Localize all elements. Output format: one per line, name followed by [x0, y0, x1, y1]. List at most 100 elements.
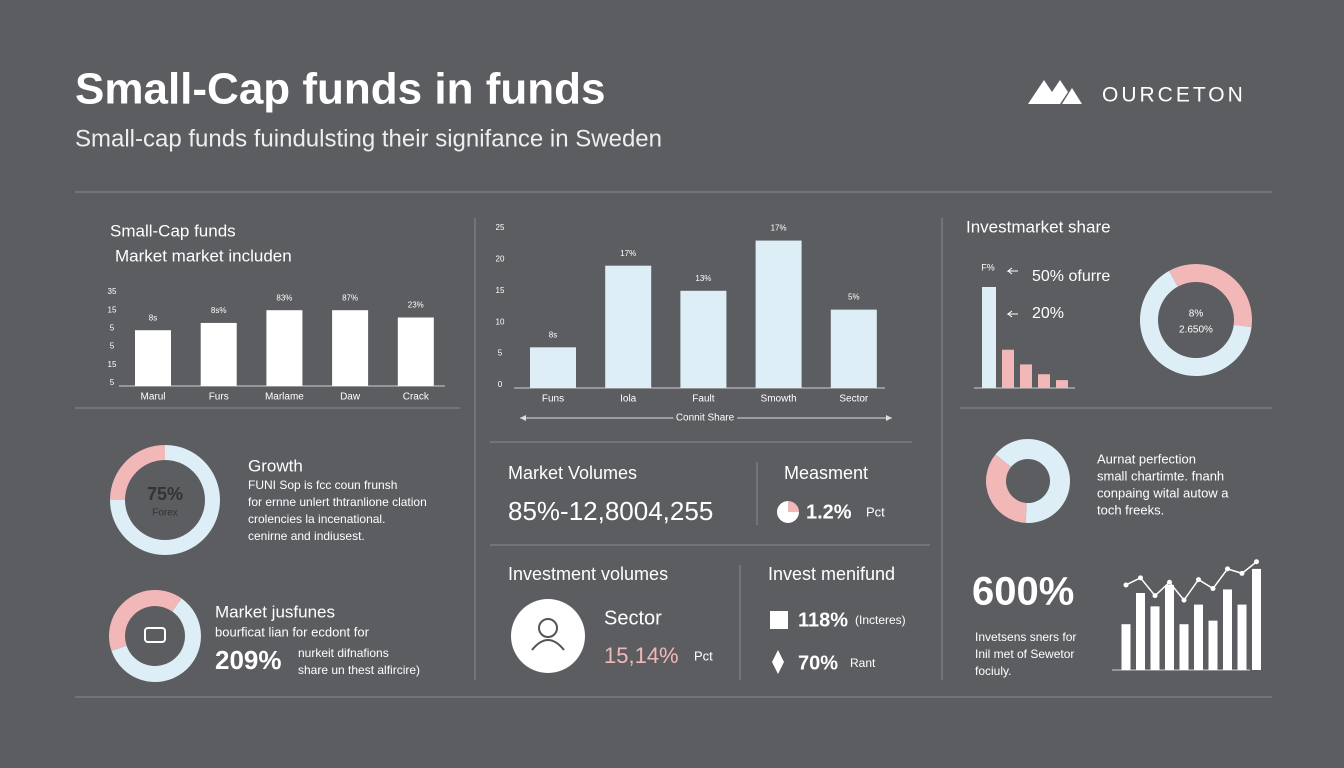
line-point: [1181, 597, 1187, 603]
bar: [605, 265, 652, 388]
bar-annotation: 5%: [848, 293, 860, 302]
panel-title: Market Volumes: [508, 463, 637, 483]
diamond-icon: [772, 650, 784, 674]
bar: [982, 287, 996, 388]
x-axis-label: Connit Share: [676, 413, 735, 424]
panel-title: Investment volumes: [508, 564, 668, 584]
chart-title: Small-Cap funds: [110, 221, 236, 240]
line-point: [1123, 582, 1129, 588]
x-tick-label: Funs: [542, 394, 564, 405]
panel-title: Measment: [784, 463, 868, 483]
body-text: Aurnat perfection: [1097, 451, 1196, 466]
big-number: 1.2%: [806, 501, 852, 523]
body-text: small chartimte. fnanh: [1097, 468, 1224, 483]
bar: [1121, 624, 1131, 670]
bar: [135, 330, 171, 386]
x-tick-label: Marlame: [265, 392, 304, 403]
y-tick-label: 15: [108, 305, 117, 314]
y-tick-label: 5: [110, 342, 115, 351]
panel-title: Growth: [248, 456, 303, 475]
bar: [200, 322, 237, 386]
bar: [680, 290, 727, 388]
donut-segment: [995, 438, 1070, 523]
avatar-icon: [538, 618, 558, 638]
line-point: [1152, 593, 1158, 599]
bar-annotation: 17%: [620, 249, 636, 258]
icon: [144, 627, 166, 643]
callout: 50% ofurre: [1032, 268, 1110, 285]
y-tick-label: 0: [498, 380, 503, 389]
donut-segment: [986, 454, 1027, 523]
body-text: crolencies la incenational.: [248, 512, 385, 526]
bar: [1038, 374, 1050, 388]
note: (Incteres): [855, 613, 906, 627]
bar: [830, 309, 877, 388]
bar: [1020, 364, 1032, 388]
body-text: nurkeit difnafions: [298, 646, 389, 660]
bar: [1223, 589, 1232, 670]
unit: Pct: [694, 648, 713, 663]
callout: F%: [981, 262, 995, 272]
chart-subtitle: Market market includen: [115, 246, 292, 265]
y-tick-label: 35: [108, 287, 117, 296]
line-point: [1225, 566, 1230, 572]
bar: [1194, 604, 1203, 670]
bar: [397, 317, 434, 386]
x-tick-label: Daw: [340, 392, 361, 403]
donut-sublabel: Forex: [152, 508, 178, 519]
bar: [530, 347, 576, 388]
line-point: [1167, 579, 1172, 585]
line-point: [1239, 570, 1245, 576]
body-text: bourficat lian for ecdont for: [215, 624, 370, 639]
chart-title: Investmarket share: [966, 217, 1111, 236]
y-tick-label: 5: [110, 324, 115, 333]
y-tick-label: 25: [496, 223, 505, 232]
body-text: share un thest alfircire): [298, 663, 420, 677]
note: Rant: [850, 656, 876, 670]
x-tick-label: Marul: [140, 392, 165, 403]
x-tick-label: Smowth: [761, 394, 797, 405]
y-tick-label: 10: [496, 317, 505, 326]
bar-annotation: 8s: [149, 313, 157, 322]
bar-annotation: 23%: [408, 301, 424, 310]
bar: [1208, 620, 1218, 670]
x-tick-label: Crack: [403, 392, 430, 403]
bar: [332, 310, 369, 386]
bar: [1056, 380, 1068, 388]
label: Sector: [604, 607, 662, 629]
donut-segment: [1139, 270, 1252, 377]
big-number: 600%: [972, 570, 1074, 614]
x-tick-label: Furs: [209, 392, 229, 403]
donut-segment: [1169, 264, 1252, 328]
y-tick-label: 15: [496, 286, 505, 295]
bar-annotation: 8s: [549, 330, 557, 339]
donut-segment: [776, 501, 799, 523]
donut-rest: [110, 445, 165, 500]
donut-segment: [788, 501, 799, 512]
y-tick-label: 20: [496, 255, 505, 264]
body-text: Inil met of Sewetor: [975, 647, 1074, 661]
x-tick-label: Fault: [692, 394, 714, 405]
bar-annotation: 13%: [695, 274, 711, 283]
bar: [1165, 584, 1174, 670]
bar: [1237, 604, 1247, 670]
big-number: 70%: [798, 652, 838, 674]
callout: 20%: [1032, 305, 1064, 322]
line-point: [1210, 586, 1216, 592]
body-text: Invetsens sners for: [975, 630, 1076, 644]
body-text: conpaing wital autow a: [1097, 485, 1229, 500]
bar: [1150, 606, 1160, 670]
big-number: 209%: [215, 645, 282, 675]
big-number: 118%: [798, 609, 848, 631]
subtitle: Small-cap funds fuindulsting their signi…: [75, 125, 662, 152]
bar-annotation: 83%: [276, 293, 292, 302]
line: [1125, 561, 1257, 602]
body-text: cenirne and indiusest.: [248, 529, 365, 543]
donut-segment: [111, 598, 202, 682]
y-tick-label: 15: [108, 360, 117, 369]
bar: [1252, 568, 1261, 670]
brand-logo: [1028, 80, 1082, 104]
bar: [1179, 624, 1189, 670]
avatar-icon: [531, 639, 565, 651]
